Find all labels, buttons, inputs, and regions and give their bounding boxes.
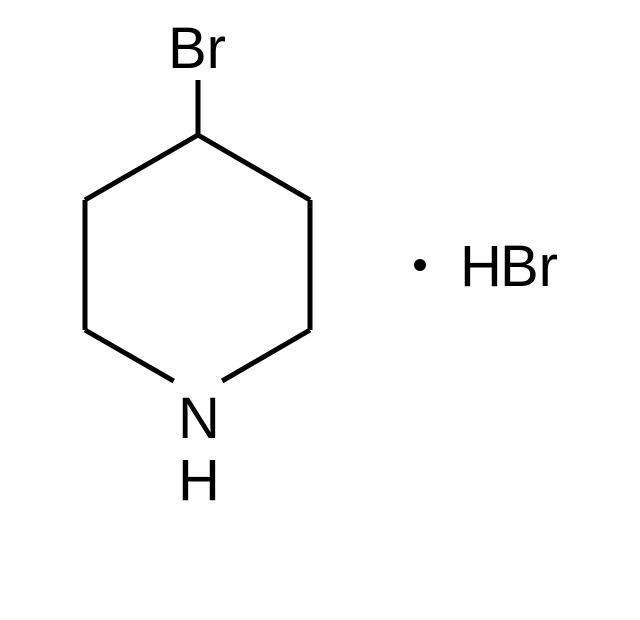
bond-c1-c3 <box>198 135 310 200</box>
label-salt-br: Br <box>500 234 558 299</box>
label-h-ring: H <box>178 448 220 513</box>
salt-dot <box>414 259 426 271</box>
label-n-ring: N <box>178 386 220 451</box>
bond-c1-c2 <box>85 135 198 200</box>
label-br-top: Br <box>168 16 226 81</box>
bond-c5-n <box>222 330 310 381</box>
label-salt-h: H <box>460 234 502 299</box>
bond-c4-n <box>85 330 174 381</box>
